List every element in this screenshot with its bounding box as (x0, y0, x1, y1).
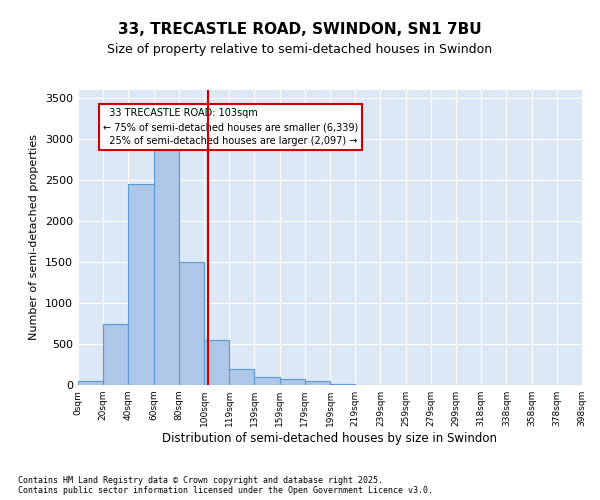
Y-axis label: Number of semi-detached properties: Number of semi-detached properties (29, 134, 40, 340)
Bar (254, 377, 280, 385)
Bar (154, 118, 179, 385)
Bar (330, 384, 355, 385)
Bar (280, 379, 305, 385)
Bar (179, 262, 204, 385)
Text: Size of property relative to semi-detached houses in Swindon: Size of property relative to semi-detach… (107, 42, 493, 56)
Bar (204, 340, 229, 385)
Bar (229, 368, 254, 385)
Bar (78, 381, 103, 385)
X-axis label: Distribution of semi-detached houses by size in Swindon: Distribution of semi-detached houses by … (163, 432, 497, 445)
Bar (128, 184, 154, 385)
Bar (103, 324, 128, 385)
Text: 33 TRECASTLE ROAD: 103sqm
← 75% of semi-detached houses are smaller (6,339)
  25: 33 TRECASTLE ROAD: 103sqm ← 75% of semi-… (103, 108, 358, 146)
Text: 33, TRECASTLE ROAD, SWINDON, SN1 7BU: 33, TRECASTLE ROAD, SWINDON, SN1 7BU (118, 22, 482, 38)
Bar (305, 381, 330, 385)
Text: Contains HM Land Registry data © Crown copyright and database right 2025.
Contai: Contains HM Land Registry data © Crown c… (18, 476, 433, 495)
